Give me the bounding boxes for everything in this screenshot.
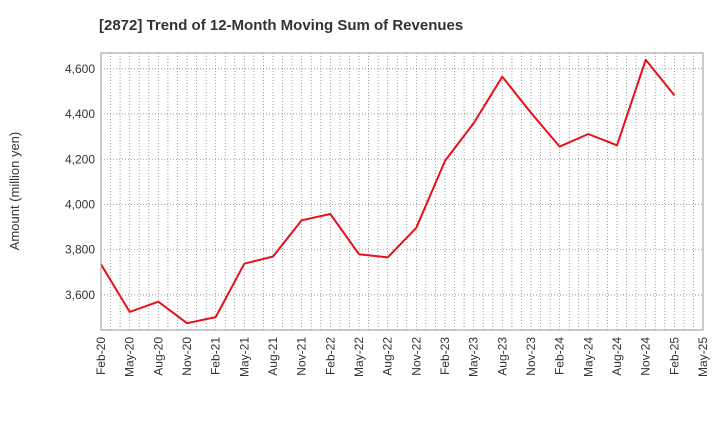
- y-tick-label: 3,600: [65, 288, 95, 302]
- x-tick-label: May-21: [237, 337, 251, 377]
- plot-frame: [100, 52, 704, 331]
- y-tick-label: 4,000: [65, 198, 95, 212]
- x-tick-label: Aug-21: [266, 337, 280, 376]
- x-tick-label: Aug-22: [381, 337, 395, 376]
- x-tick-label: Feb-25: [667, 337, 681, 375]
- x-tick-label: May-23: [467, 337, 481, 377]
- chart-title: [2872] Trend of 12-Month Moving Sum of R…: [99, 17, 463, 34]
- x-ticks: Feb-20 May-20 Aug-20 Nov-20 Feb-21 May-21 Aug-…: [94, 337, 710, 377]
- y-axis-label: Amount (million yen): [7, 132, 22, 251]
- y-tick-label: 4,600: [65, 62, 95, 76]
- y-tick-label: 4,400: [65, 107, 95, 121]
- grid: [101, 53, 703, 330]
- x-tick-label: Feb-20: [94, 337, 108, 375]
- x-tick-label: Aug-20: [151, 337, 165, 376]
- x-tick-label: Feb-22: [323, 337, 337, 375]
- x-tick-label: May-20: [123, 337, 137, 377]
- y-tick-label: 4,200: [65, 152, 95, 166]
- x-tick-label: Nov-20: [180, 337, 194, 376]
- x-tick-label: Aug-24: [610, 337, 624, 376]
- x-tick-label: Feb-23: [438, 337, 452, 375]
- x-tick-label: Nov-21: [295, 337, 309, 376]
- y-ticks: 3,600 3,800 4,000 4,200 4,400 4,600: [65, 62, 95, 302]
- x-tick-label: May-25: [696, 337, 710, 377]
- x-tick-label: Nov-23: [524, 337, 538, 376]
- y-tick-label: 3,800: [65, 243, 95, 257]
- x-tick-label: Feb-24: [553, 337, 567, 375]
- x-tick-label: Aug-23: [495, 337, 509, 376]
- x-tick-label: Feb-21: [209, 337, 223, 375]
- series-group: [100, 58, 676, 325]
- x-tick-label: May-24: [581, 337, 595, 377]
- revenue-series-line: [100, 58, 676, 325]
- x-tick-label: Nov-24: [639, 337, 653, 376]
- x-tick-label: Nov-22: [409, 337, 423, 376]
- x-tick-label: May-22: [352, 337, 366, 377]
